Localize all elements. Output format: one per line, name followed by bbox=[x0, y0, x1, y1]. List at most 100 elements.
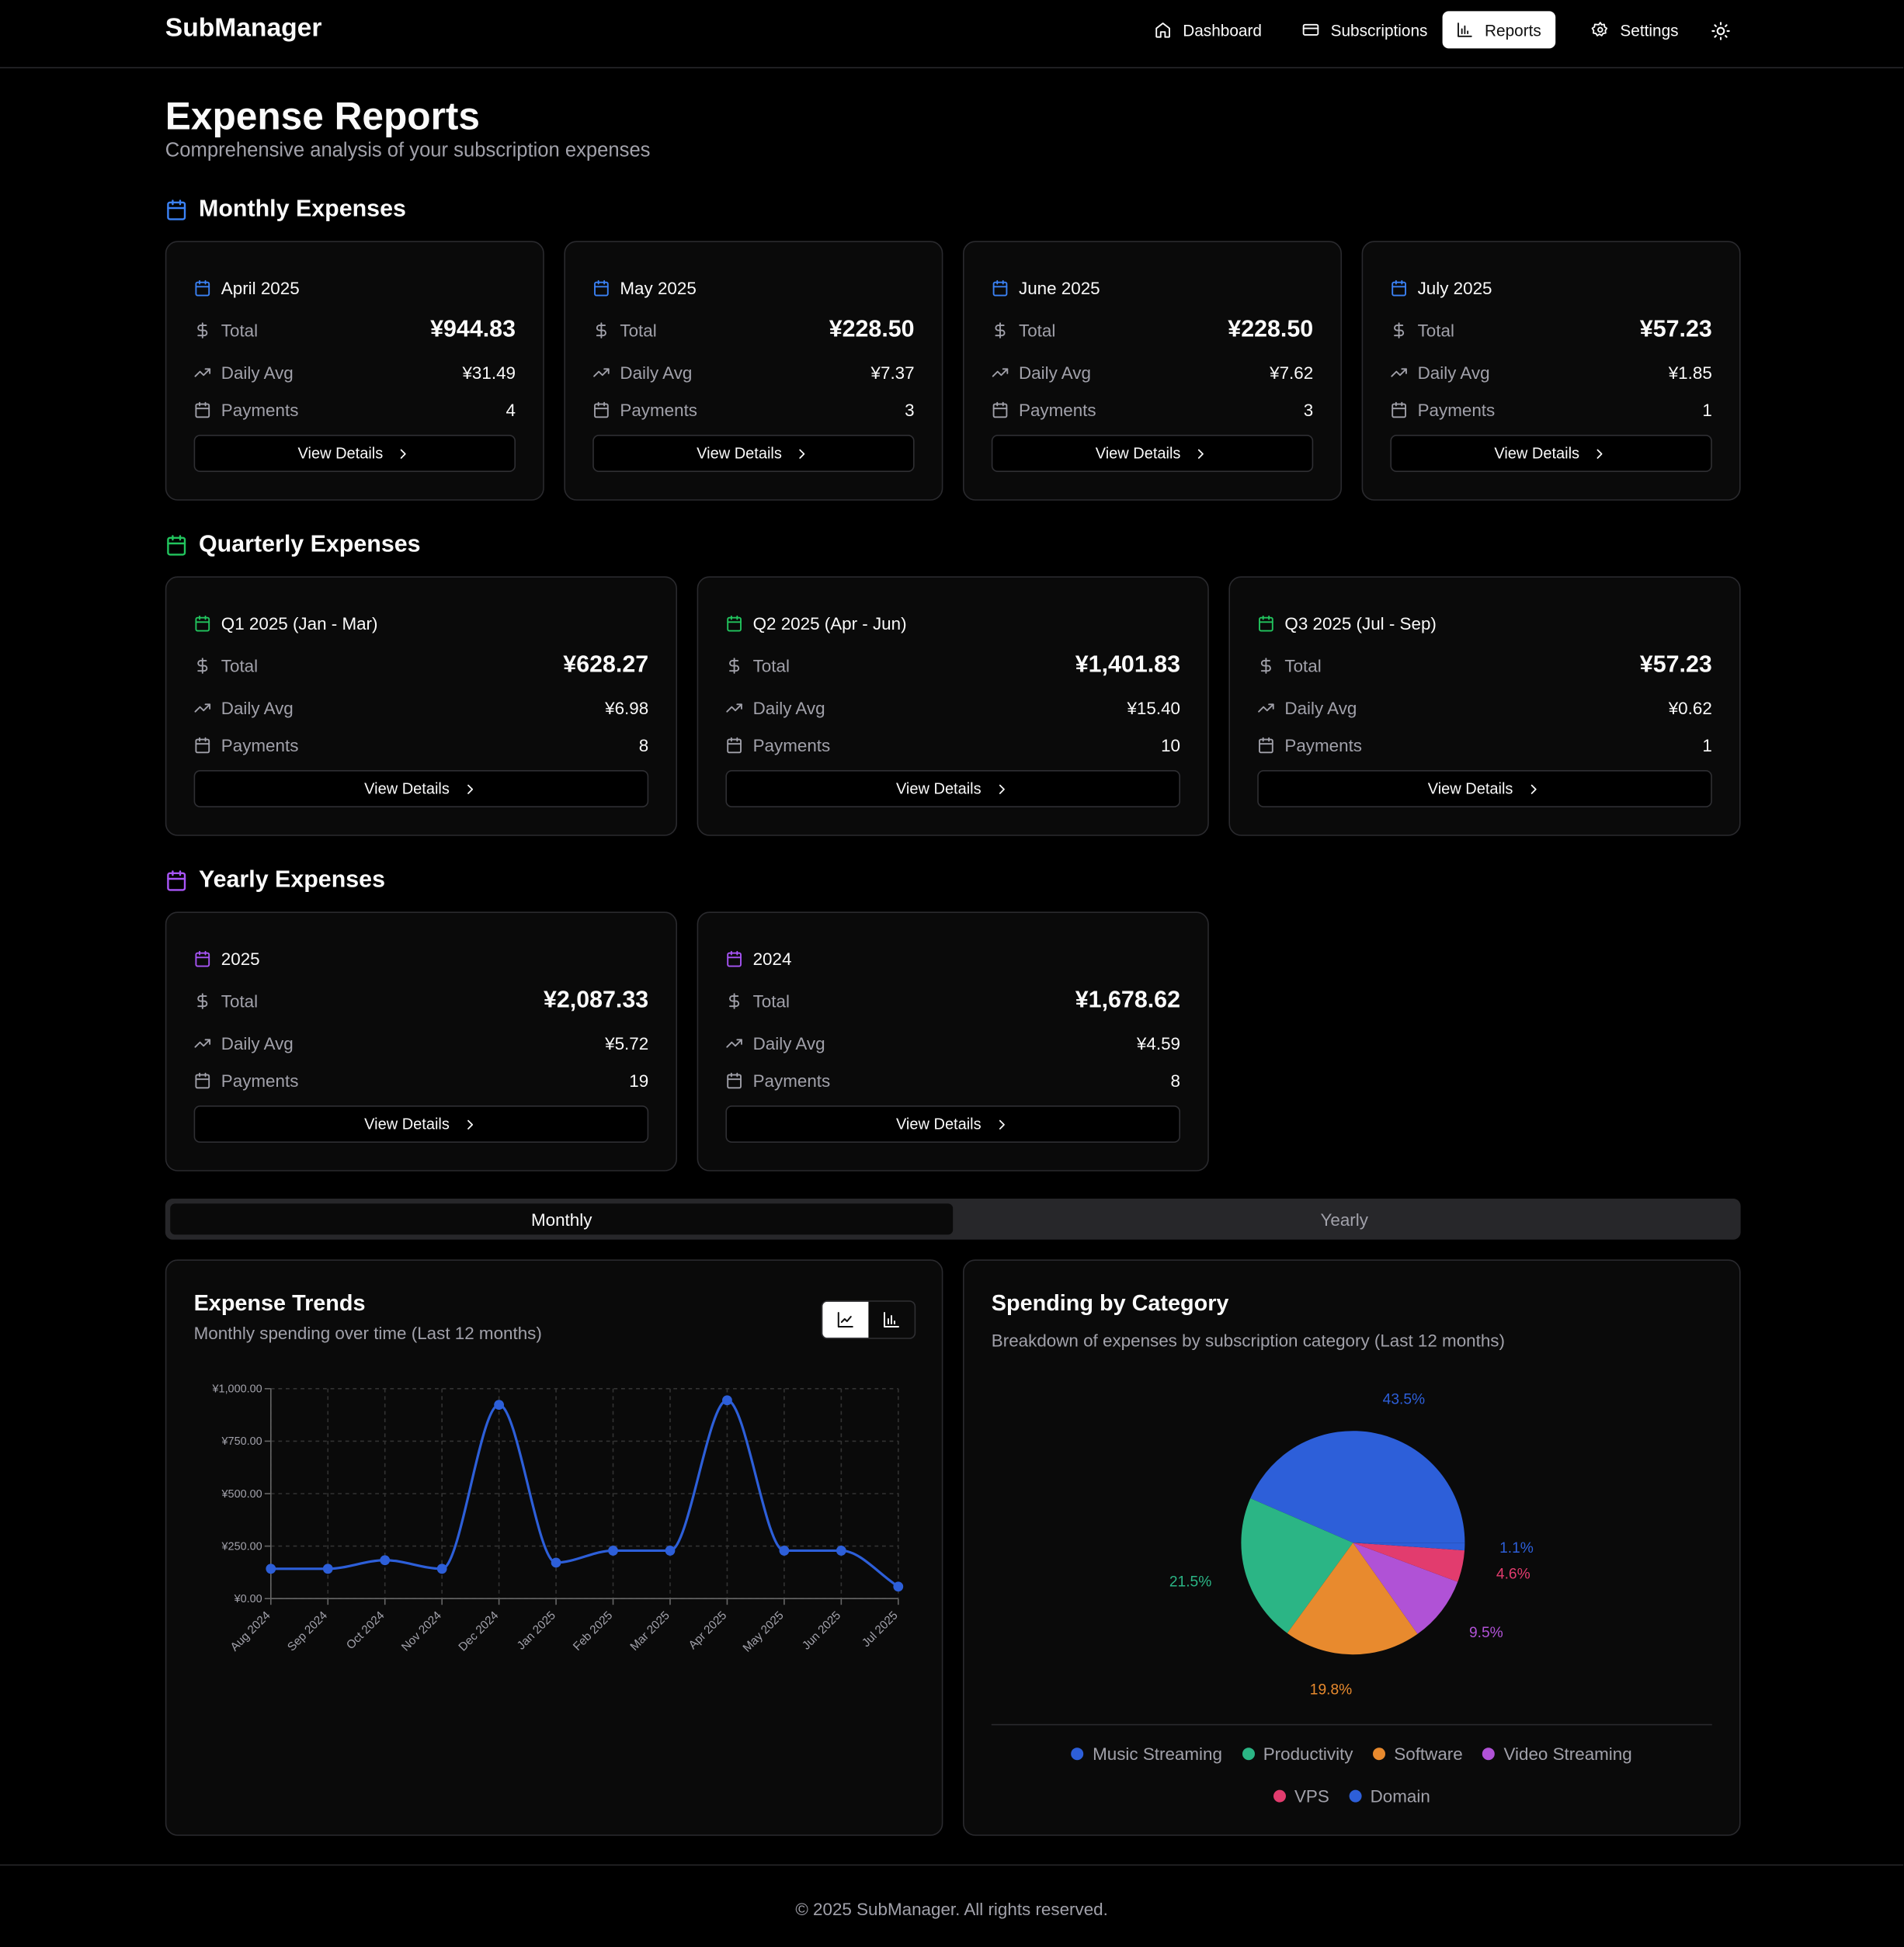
icon-stroke bbox=[1302, 23, 1319, 36]
daily-avg-row: Daily Avg ¥31.49 bbox=[194, 359, 516, 386]
trend-icon bbox=[992, 368, 1009, 377]
period-row: May 2025 bbox=[592, 275, 914, 302]
period-row: Q1 2025 (Jan - Mar) bbox=[194, 610, 649, 637]
calendar-icon bbox=[1259, 615, 1273, 632]
icon-stroke bbox=[999, 1119, 1005, 1130]
x-tick-label: Jun 2025 bbox=[800, 1609, 843, 1652]
total-row: Total ¥628.27 bbox=[194, 652, 648, 679]
dollar-icon bbox=[1394, 322, 1405, 338]
icon-stroke bbox=[204, 368, 211, 374]
data-point bbox=[436, 1564, 447, 1574]
daily-avg-row: Daily Avg ¥7.62 bbox=[992, 359, 1313, 386]
bar-toggle[interactable] bbox=[868, 1302, 914, 1338]
x-tick-label: Sep 2024 bbox=[285, 1609, 330, 1654]
view-details-button[interactable]: View Details bbox=[193, 1105, 649, 1143]
view-details-button[interactable]: View Details bbox=[592, 435, 915, 472]
icon-stroke bbox=[195, 616, 210, 632]
view-details-button[interactable]: View Details bbox=[991, 435, 1314, 472]
total-label: Total bbox=[1284, 655, 1322, 676]
line-toggle[interactable] bbox=[822, 1301, 869, 1338]
theme-toggle[interactable] bbox=[1711, 21, 1731, 41]
payments-row: Payments 1 bbox=[1257, 731, 1712, 758]
tab[interactable]: Monthly bbox=[170, 1203, 954, 1235]
payments-row: Payments 10 bbox=[725, 731, 1180, 758]
nav-label: Subscriptions bbox=[1330, 20, 1428, 40]
daily-avg-row: Daily Avg ¥15.40 bbox=[725, 694, 1180, 721]
nav-label: Settings bbox=[1620, 20, 1679, 40]
dollar-icon bbox=[729, 993, 740, 1009]
nav-item[interactable]: Subscriptions bbox=[1288, 11, 1441, 48]
navbar: SubManager Dashboard Subscriptions Reports… bbox=[0, 0, 1904, 68]
calendar-icon bbox=[195, 737, 210, 754]
nav-item[interactable]: Settings bbox=[1578, 11, 1692, 48]
daily-avg-value: ¥5.72 bbox=[605, 1033, 649, 1053]
nav-item[interactable]: Dashboard bbox=[1141, 11, 1276, 48]
nav-item[interactable]: Reports bbox=[1442, 11, 1555, 49]
page-title: Expense Reports bbox=[165, 94, 481, 138]
view-details-button[interactable]: View Details bbox=[1390, 435, 1712, 472]
calendar-icon bbox=[594, 279, 609, 297]
view-details-button[interactable]: View Details bbox=[1257, 770, 1712, 807]
pie-slice bbox=[1353, 1543, 1465, 1582]
icon-stroke bbox=[1258, 703, 1274, 713]
icon-stroke bbox=[727, 1072, 742, 1081]
icon-stroke bbox=[167, 535, 186, 545]
data-point bbox=[380, 1555, 391, 1566]
daily-avg-label: Daily Avg bbox=[752, 698, 825, 718]
bar-icon bbox=[884, 1312, 900, 1328]
payments-value: 10 bbox=[1161, 735, 1180, 755]
total-row: Total ¥2,087.33 bbox=[194, 987, 648, 1015]
period-row: 2025 bbox=[194, 946, 649, 973]
daily-avg-value: ¥15.40 bbox=[1127, 698, 1180, 718]
total-label: Total bbox=[752, 655, 790, 676]
calendar-icon bbox=[1259, 737, 1273, 754]
icon-stroke bbox=[837, 1312, 853, 1328]
expense-card: July 2025 Total ¥57.23 Daily Avg ¥1.85 Paymen… bbox=[1361, 241, 1741, 501]
icon-stroke bbox=[401, 448, 407, 459]
total-row: Total ¥1,678.62 bbox=[725, 987, 1180, 1015]
total-row: Total ¥57.23 bbox=[1257, 652, 1712, 679]
dollar-icon bbox=[596, 322, 606, 338]
data-point bbox=[551, 1557, 561, 1568]
slice-label: 43.5% bbox=[1383, 1392, 1425, 1408]
payments-label: Payments bbox=[221, 400, 299, 420]
calendar-icon bbox=[195, 615, 210, 632]
y-tick-label: ¥1,000.00 bbox=[212, 1383, 262, 1396]
chevron-icon bbox=[467, 783, 473, 794]
period: May 2025 bbox=[620, 278, 697, 298]
divider bbox=[991, 1723, 1712, 1726]
payments-value: 3 bbox=[1303, 400, 1314, 420]
icon-stroke bbox=[1268, 703, 1274, 710]
footer: © 2025 SubManager. All rights reserved. bbox=[795, 1899, 1108, 1919]
icon-stroke bbox=[195, 1074, 210, 1089]
daily-avg-label: Daily Avg bbox=[221, 363, 294, 383]
x-tick-label: Feb 2025 bbox=[571, 1609, 615, 1653]
icon-stroke bbox=[195, 401, 210, 410]
icon-stroke bbox=[1391, 368, 1407, 377]
icon-stroke bbox=[195, 615, 210, 623]
icon-stroke bbox=[194, 368, 211, 377]
brand[interactable]: SubManager bbox=[165, 13, 322, 43]
icon-stroke bbox=[195, 281, 210, 297]
home-icon bbox=[1155, 23, 1170, 38]
view-details-button[interactable]: View Details bbox=[725, 770, 1180, 807]
tab[interactable]: Yearly bbox=[1320, 1209, 1368, 1230]
payments-label: Payments bbox=[752, 735, 831, 755]
chevron-icon bbox=[1530, 783, 1537, 794]
icon-stroke bbox=[603, 368, 610, 374]
icon-stroke bbox=[1530, 783, 1537, 794]
view-details-button[interactable]: View Details bbox=[193, 770, 649, 807]
view-details-button[interactable]: View Details bbox=[725, 1105, 1180, 1143]
payments-row: Payments 3 bbox=[992, 396, 1313, 423]
total-label: Total bbox=[752, 991, 790, 1012]
legend-swatch bbox=[1273, 1789, 1286, 1803]
view-details-button[interactable]: View Details bbox=[193, 435, 516, 472]
total-value: ¥57.23 bbox=[1639, 317, 1712, 343]
icon-stroke bbox=[888, 1315, 896, 1325]
daily-avg-row: Daily Avg ¥7.37 bbox=[592, 359, 915, 386]
y-tick-label: ¥750.00 bbox=[221, 1435, 262, 1448]
period-row: Q2 2025 (Apr - Jun) bbox=[725, 610, 1180, 637]
total-value: ¥1,401.83 bbox=[1075, 652, 1180, 678]
calendar-icon bbox=[727, 737, 742, 754]
